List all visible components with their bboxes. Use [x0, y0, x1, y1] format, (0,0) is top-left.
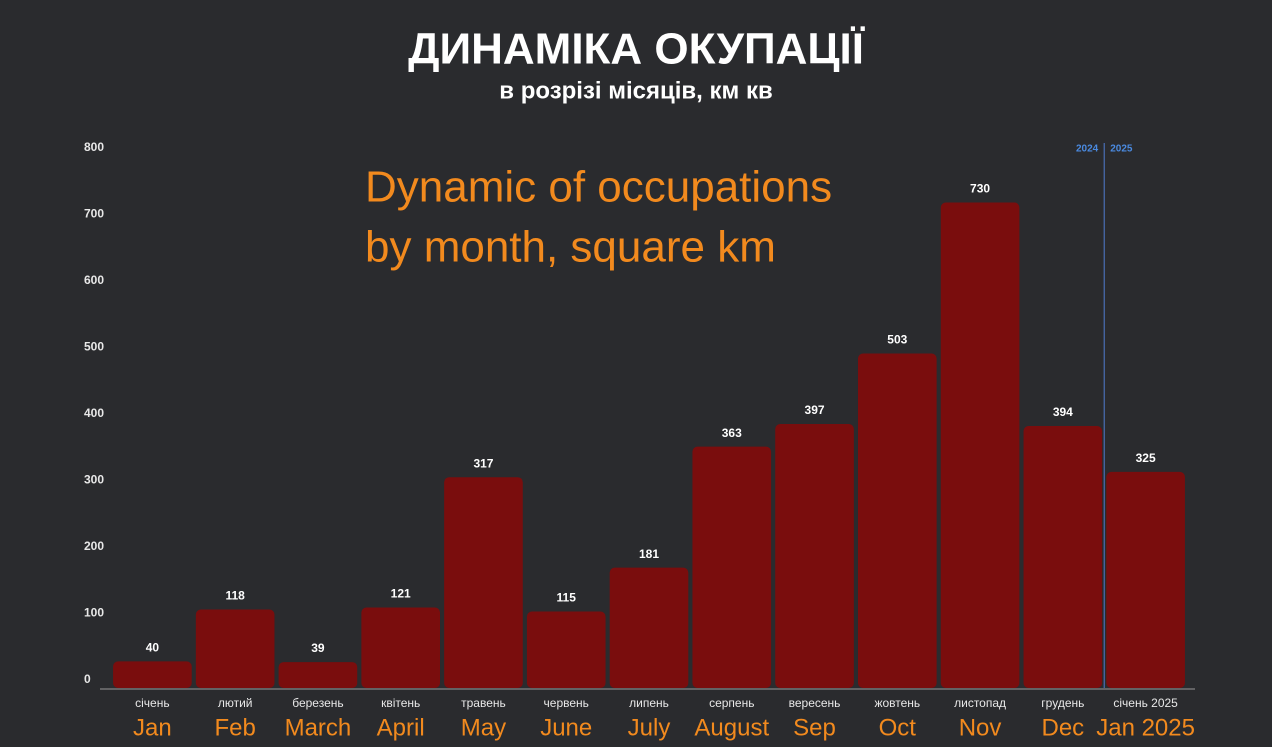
value-label: 394	[1053, 405, 1073, 419]
y-tick-label: 400	[84, 406, 104, 420]
x-tick-label-en: April	[377, 714, 425, 741]
x-tick-label: квітень	[381, 696, 420, 710]
value-label: 363	[722, 426, 742, 440]
value-label: 118	[225, 589, 245, 603]
x-tick-label: вересень	[789, 696, 841, 710]
x-tick-label-en: August	[694, 714, 769, 741]
value-label: 730	[970, 182, 990, 196]
bar	[526, 611, 606, 688]
y-tick-label: 100	[84, 606, 104, 620]
x-tick-label-en: June	[540, 714, 592, 741]
bar	[195, 609, 275, 688]
x-tick-label: листопад	[954, 696, 1006, 710]
value-label: 39	[311, 641, 325, 655]
period-label: 2024	[1076, 144, 1099, 155]
y-tick-label: 300	[84, 473, 104, 487]
bar	[692, 446, 772, 688]
y-tick-label: 0	[84, 672, 91, 686]
annotation: by month, square km	[365, 223, 776, 272]
y-tick-label: 700	[84, 207, 104, 221]
x-tick-label: січень 2025	[1113, 696, 1178, 710]
value-label: 115	[557, 591, 577, 605]
period-label: 2025	[1110, 144, 1133, 155]
x-tick-label: січень	[135, 696, 169, 710]
x-tick-label-en: March	[285, 714, 352, 741]
value-label: 181	[639, 547, 659, 561]
chart-subtitle: в розрізі місяців, км кв	[499, 77, 772, 104]
y-tick-label: 500	[84, 340, 104, 354]
x-tick-label-en: Feb	[214, 714, 255, 741]
y-tick-label: 200	[84, 539, 104, 553]
annotation: Dynamic of occupations	[365, 163, 832, 212]
value-label: 40	[146, 641, 160, 655]
x-tick-label: жовтень	[874, 696, 920, 710]
bar	[940, 202, 1020, 689]
x-tick-label-en: July	[628, 714, 671, 741]
value-label: 503	[887, 333, 907, 347]
value-label: 317	[473, 456, 493, 470]
value-label: 397	[805, 403, 825, 417]
y-tick-label: 800	[84, 140, 104, 154]
x-tick-label-en: Dec	[1042, 714, 1085, 741]
bar	[1106, 471, 1185, 688]
x-tick-label-en: Jan 2025	[1096, 714, 1195, 741]
x-tick-label: липень	[629, 696, 669, 710]
x-tick-label-en: Sep	[793, 714, 836, 741]
x-tick-label: серпень	[709, 696, 754, 710]
value-label: 325	[1136, 451, 1156, 465]
chart-title: ДИНАМІКА ОКУПАЦІЇ	[408, 25, 866, 74]
x-tick-label: червень	[544, 696, 589, 710]
bar	[609, 567, 689, 688]
y-tick-label: 600	[84, 273, 104, 287]
x-tick-label: грудень	[1041, 696, 1084, 710]
bar	[113, 661, 192, 688]
bar	[775, 423, 854, 688]
x-tick-label-en: Nov	[959, 714, 1002, 741]
x-tick-label: березень	[292, 696, 343, 710]
bar	[857, 353, 937, 688]
x-tick-label-en: May	[461, 714, 506, 741]
x-tick-label-en: Jan	[133, 714, 172, 741]
bar	[444, 477, 523, 688]
bar	[278, 662, 358, 688]
x-tick-label: травень	[461, 696, 506, 710]
bar	[1023, 425, 1103, 688]
bar	[361, 607, 441, 688]
value-label: 121	[391, 587, 411, 601]
x-tick-label: лютий	[218, 696, 253, 710]
x-tick-label-en: Oct	[879, 714, 917, 741]
